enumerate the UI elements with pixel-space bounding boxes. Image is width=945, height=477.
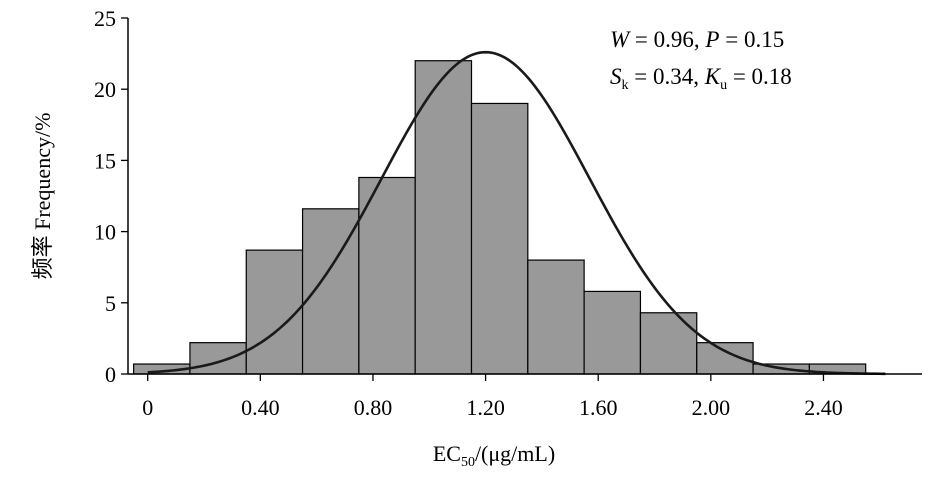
y-tick-label: 5 (105, 291, 116, 316)
histogram-bar (639, 312, 698, 375)
histogram-bar (470, 102, 529, 375)
y-axis-label: 频率 Frequency/% (30, 113, 55, 280)
normal-distribution-curve (147, 50, 886, 376)
x-axis-label-subscript: 50 (461, 455, 475, 470)
histogram-bar (527, 259, 585, 375)
histogram-bar (414, 60, 473, 375)
stats-annotation-line2: Sk = 0.34, Ku = 0.18 (610, 64, 792, 93)
x-tick-label: 1.60 (579, 395, 618, 420)
stats-annotation-line1: W = 0.96, P = 0.15 (610, 27, 784, 52)
histogram-bar (583, 290, 642, 375)
x-axis-ticks: 0 0.40 0.80 1.20 1.60 2.00 2.40 (142, 374, 843, 420)
y-tick-label: 15 (94, 148, 116, 173)
x-tick-label: 0 (142, 395, 153, 420)
histogram-bar (245, 249, 304, 375)
x-tick-label: 0.40 (241, 395, 280, 420)
histogram-bars (133, 60, 867, 375)
y-tick-label: 10 (94, 220, 116, 245)
x-tick-label: 1.20 (466, 395, 505, 420)
x-axis-label: EC50/(μg/mL) (433, 441, 555, 470)
x-tick-label: 2.40 (804, 395, 843, 420)
histogram-bar (189, 342, 247, 375)
x-tick-label: 2.00 (692, 395, 731, 420)
y-tick-label: 25 (94, 6, 116, 31)
y-tick-label: 0 (105, 362, 116, 387)
x-tick-label: 0.80 (354, 395, 393, 420)
y-tick-label: 20 (94, 77, 116, 102)
y-axis-ticks: 0 5 10 15 20 25 (94, 6, 128, 387)
